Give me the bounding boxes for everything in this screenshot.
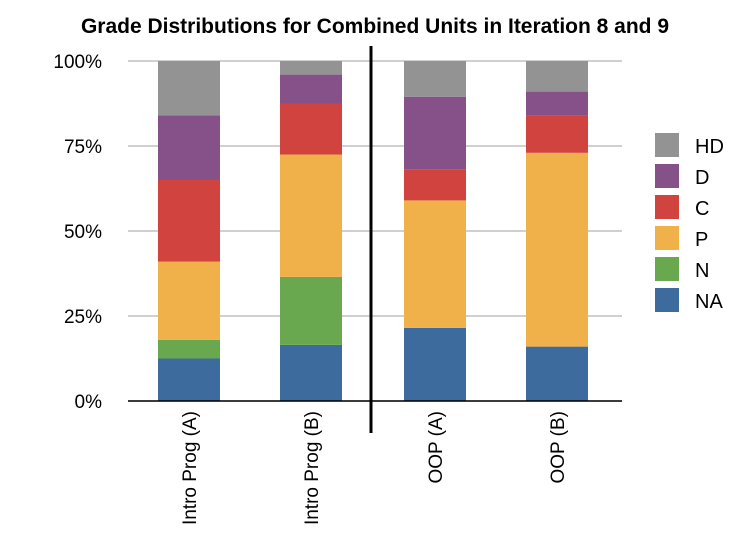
bar-segment [280, 154, 342, 277]
legend-label: P [695, 229, 708, 251]
bar-segment [158, 115, 220, 180]
legend-label: D [695, 167, 709, 189]
bar-segment [280, 74, 342, 104]
legend-label: N [695, 260, 709, 282]
bar-segment [526, 346, 588, 401]
x-tick-label: OOP (B) [548, 411, 569, 484]
legend-swatch [655, 164, 679, 188]
bar-segment [404, 169, 466, 201]
y-tick-label: 50% [64, 222, 102, 243]
bar-segment [158, 180, 220, 262]
y-tick-label: 0% [75, 392, 103, 413]
legend-swatch [655, 195, 679, 219]
bar-segment [158, 339, 220, 359]
x-tick-label: Intro Prog (A) [180, 411, 201, 525]
bar-segment [404, 200, 466, 328]
bar-segment [280, 344, 342, 401]
bar-segment [404, 327, 466, 401]
bar-segment [280, 103, 342, 155]
chart-title: Grade Distributions for Combined Units i… [81, 15, 669, 38]
bar-segment [526, 91, 588, 116]
x-tick-label: Intro Prog (B) [302, 411, 323, 525]
bar-segment [526, 61, 588, 92]
bar-segment [158, 61, 220, 116]
x-tick-label: OOP (A) [426, 411, 447, 484]
x-tick-labels: Intro Prog (A) Intro Prog (B) OOP (A) OOP (… [180, 411, 569, 525]
legend-swatch [655, 226, 679, 250]
bar-segment [280, 61, 342, 75]
bar-segment [280, 276, 342, 345]
bars [158, 61, 588, 401]
legend-label: NA [695, 291, 723, 313]
bar-segment [526, 115, 588, 153]
bar-segment [526, 152, 588, 347]
bar-segment [404, 96, 466, 170]
bar-segment [158, 358, 220, 401]
y-tick-label: 75% [64, 137, 102, 158]
y-tick-label: 100% [53, 52, 102, 73]
y-tick-labels: 0% 25% 50% 75% 100% [53, 52, 102, 413]
legend-swatch [655, 288, 679, 312]
y-tick-label: 25% [64, 307, 102, 328]
legend-swatch [655, 133, 679, 157]
bar-segment [404, 61, 466, 97]
legend-label: HD [695, 136, 724, 158]
bar-segment [158, 261, 220, 340]
legend-label: C [695, 198, 709, 220]
axes [128, 46, 622, 433]
legend-swatch [655, 257, 679, 281]
